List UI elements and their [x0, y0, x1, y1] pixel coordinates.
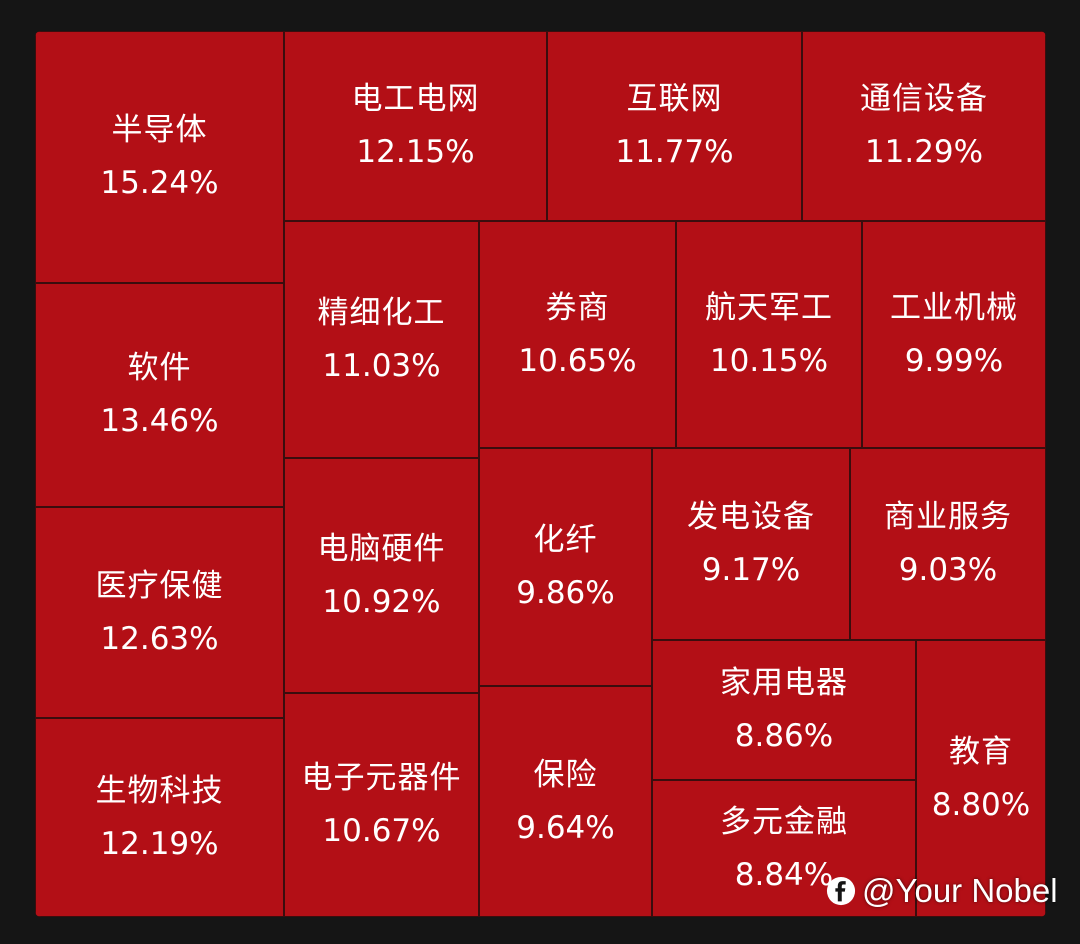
cell-label: 精细化工: [317, 294, 446, 331]
cell-label: 互联网: [626, 81, 723, 117]
cell-value: 8.84%: [734, 856, 834, 893]
treemap-cell: 工业机械 9.99%: [862, 221, 1046, 448]
cell-label: 电脑硬件: [317, 530, 446, 567]
treemap-cell: 家用电器 8.86%: [652, 640, 916, 780]
treemap-cell: 生物科技 12.19%: [35, 718, 284, 917]
cell-label: 发电设备: [687, 499, 815, 535]
cell-value: 12.15%: [356, 134, 475, 170]
cell-label: 电工电网: [351, 81, 480, 117]
cell-label: 生物科技: [95, 772, 224, 809]
cell-value: 8.80%: [931, 786, 1031, 823]
treemap-cell: 医疗保健 12.63%: [35, 507, 284, 718]
treemap-cell: 软件 13.46%: [35, 283, 284, 507]
treemap-cell: 保险 9.64%: [479, 686, 652, 917]
cell-value: 12.63%: [100, 620, 219, 657]
cell-value: 8.86%: [734, 718, 834, 754]
watermark-text: @Your Nobel: [862, 872, 1058, 909]
treemap-cell: 多元金融 8.84%: [652, 780, 916, 917]
cell-value: 10.15%: [709, 342, 829, 379]
cell-value: 10.92%: [322, 583, 441, 620]
cell-value: 9.17%: [701, 552, 801, 588]
cell-value: 9.99%: [904, 342, 1004, 379]
cell-label: 工业机械: [890, 289, 1018, 326]
cell-label: 通信设备: [860, 81, 988, 117]
treemap-cell: 商业服务 9.03%: [850, 448, 1046, 640]
treemap-cell: 互联网 11.77%: [547, 31, 802, 221]
cell-label: 券商: [545, 289, 610, 326]
cell-value: 9.64%: [516, 809, 615, 846]
treemap-chart: 半导体 15.24% 电工电网 12.15% 互联网 11.77% 通信设备 11.29% 软件…: [35, 31, 1046, 917]
cell-label: 教育: [949, 733, 1013, 770]
treemap-cell: 发电设备 9.17%: [652, 448, 850, 640]
treemap-cell: 精细化工 11.03%: [284, 221, 479, 458]
cell-label: 家用电器: [720, 665, 848, 701]
facebook-f-icon: [826, 876, 856, 906]
cell-label: 保险: [533, 756, 598, 793]
cell-value: 15.24%: [100, 165, 219, 201]
cell-value: 9.03%: [898, 552, 998, 588]
cell-value: 12.19%: [100, 825, 219, 862]
treemap-cell: 券商 10.65%: [479, 221, 676, 448]
treemap-cell: 化纤 9.86%: [479, 448, 652, 686]
cell-value: 13.46%: [100, 403, 219, 439]
cell-label: 半导体: [111, 112, 208, 148]
cell-value: 10.65%: [518, 342, 637, 379]
cell-label: 商业服务: [884, 499, 1012, 535]
treemap-cell: 教育 8.80%: [916, 640, 1046, 917]
cell-label: 医疗保健: [95, 567, 224, 604]
cell-value: 11.29%: [864, 134, 984, 170]
cell-value: 11.03%: [322, 347, 441, 384]
cell-value: 10.67%: [322, 813, 441, 849]
cell-label: 电子元器件: [301, 760, 462, 796]
treemap-cell: 电脑硬件 10.92%: [284, 458, 479, 693]
treemap-cell: 电工电网 12.15%: [284, 31, 547, 221]
cell-label: 多元金融: [720, 803, 848, 840]
treemap-cell: 半导体 15.24%: [35, 31, 284, 283]
cell-value: 11.77%: [615, 134, 734, 170]
cell-label: 化纤: [533, 522, 598, 558]
watermark: @Your Nobel: [826, 870, 1058, 912]
cell-label: 航天军工: [705, 289, 833, 326]
treemap-cell: 航天军工 10.15%: [676, 221, 862, 448]
treemap-cell: 通信设备 11.29%: [802, 31, 1046, 221]
cell-label: 软件: [127, 350, 192, 386]
cell-value: 9.86%: [516, 575, 615, 611]
treemap-cell: 电子元器件 10.67%: [284, 693, 479, 917]
